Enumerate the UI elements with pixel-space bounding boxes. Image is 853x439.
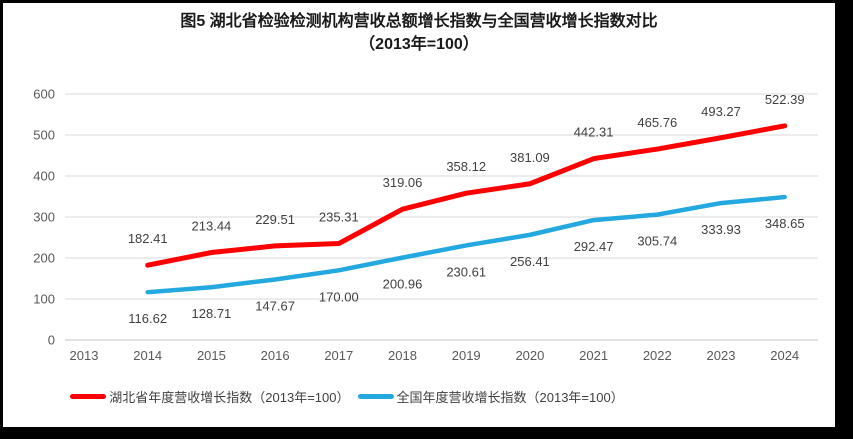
x-tick-label: 2021 <box>579 348 608 363</box>
legend-item-hubei: 湖北省年度营收增长指数（2013年=100） <box>70 387 350 406</box>
data-label: 348.65 <box>765 216 805 231</box>
legend-marker-national-icon <box>357 394 394 399</box>
series-line-hubei <box>145 123 788 268</box>
data-label: 305.74 <box>637 234 677 249</box>
chart-title: 图5 湖北省检验检测机构营收总额增长指数与全国营收增长指数对比 （2013年=1… <box>3 10 835 56</box>
x-tick-label: 2023 <box>707 348 736 363</box>
data-label: 333.93 <box>701 222 741 237</box>
x-tick-label: 2018 <box>388 348 417 363</box>
x-tick-label: 2014 <box>133 348 162 363</box>
data-label: 256.41 <box>510 254 550 269</box>
chart-svg: 0 100 200 300 400 500 600 2013 2014 2015 2016 2017 2… <box>33 87 818 363</box>
series-line-national <box>145 194 787 295</box>
y-tick-label: 400 <box>33 169 55 184</box>
legend-item-national: 全国年度营收增长指数（2013年=100） <box>357 387 624 406</box>
data-label: 116.62 <box>128 311 167 326</box>
data-label: 230.61 <box>446 264 486 279</box>
legend-label-hubei: 湖北省年度营收增长指数（2013年=100） <box>109 390 350 405</box>
data-label: 442.31 <box>574 125 614 140</box>
data-label: 182.41 <box>128 231 168 246</box>
x-tick-label: 2013 <box>70 348 99 363</box>
data-label: 128.71 <box>192 306 232 321</box>
chart-title-line2: （2013年=100） <box>359 36 479 53</box>
data-label: 235.31 <box>319 210 359 225</box>
y-tick-label: 0 <box>48 333 55 348</box>
chart-title-line1: 图5 湖北省检验检测机构营收总额增长指数与全国营收增长指数对比 <box>180 13 658 30</box>
data-label: 147.67 <box>255 298 295 313</box>
x-tick-label: 2022 <box>643 348 672 363</box>
y-tick-label: 600 <box>33 87 55 102</box>
data-label: 493.27 <box>701 104 741 119</box>
x-tick-label: 2017 <box>324 348 353 363</box>
x-tick-label: 2020 <box>515 348 544 363</box>
data-label: 381.09 <box>510 150 550 165</box>
y-tick-label: 200 <box>33 251 55 266</box>
data-label: 229.51 <box>255 212 295 227</box>
data-label: 170.00 <box>319 289 359 304</box>
y-tick-label: 500 <box>33 128 55 143</box>
x-tick-label: 2015 <box>197 348 226 363</box>
data-label: 522.39 <box>765 92 805 107</box>
x-tick-label: 2016 <box>261 348 290 363</box>
legend-label-national: 全国年度营收增长指数（2013年=100） <box>396 390 624 405</box>
data-label: 213.44 <box>192 218 232 233</box>
x-tick-label: 2024 <box>770 348 799 363</box>
data-label: 319.06 <box>383 175 423 190</box>
legend: 湖北省年度营收增长指数（2013年=100） 全国年度营收增长指数（2013年=… <box>3 387 763 406</box>
data-label: 200.96 <box>383 277 423 292</box>
y-tick-label: 100 <box>33 292 55 307</box>
y-tick-label: 300 <box>33 210 55 225</box>
x-tick-label: 2019 <box>452 348 481 363</box>
legend-marker-hubei-icon <box>70 394 107 399</box>
data-label: 292.47 <box>574 239 614 254</box>
data-label: 465.76 <box>637 115 677 130</box>
data-label: 358.12 <box>446 159 486 174</box>
